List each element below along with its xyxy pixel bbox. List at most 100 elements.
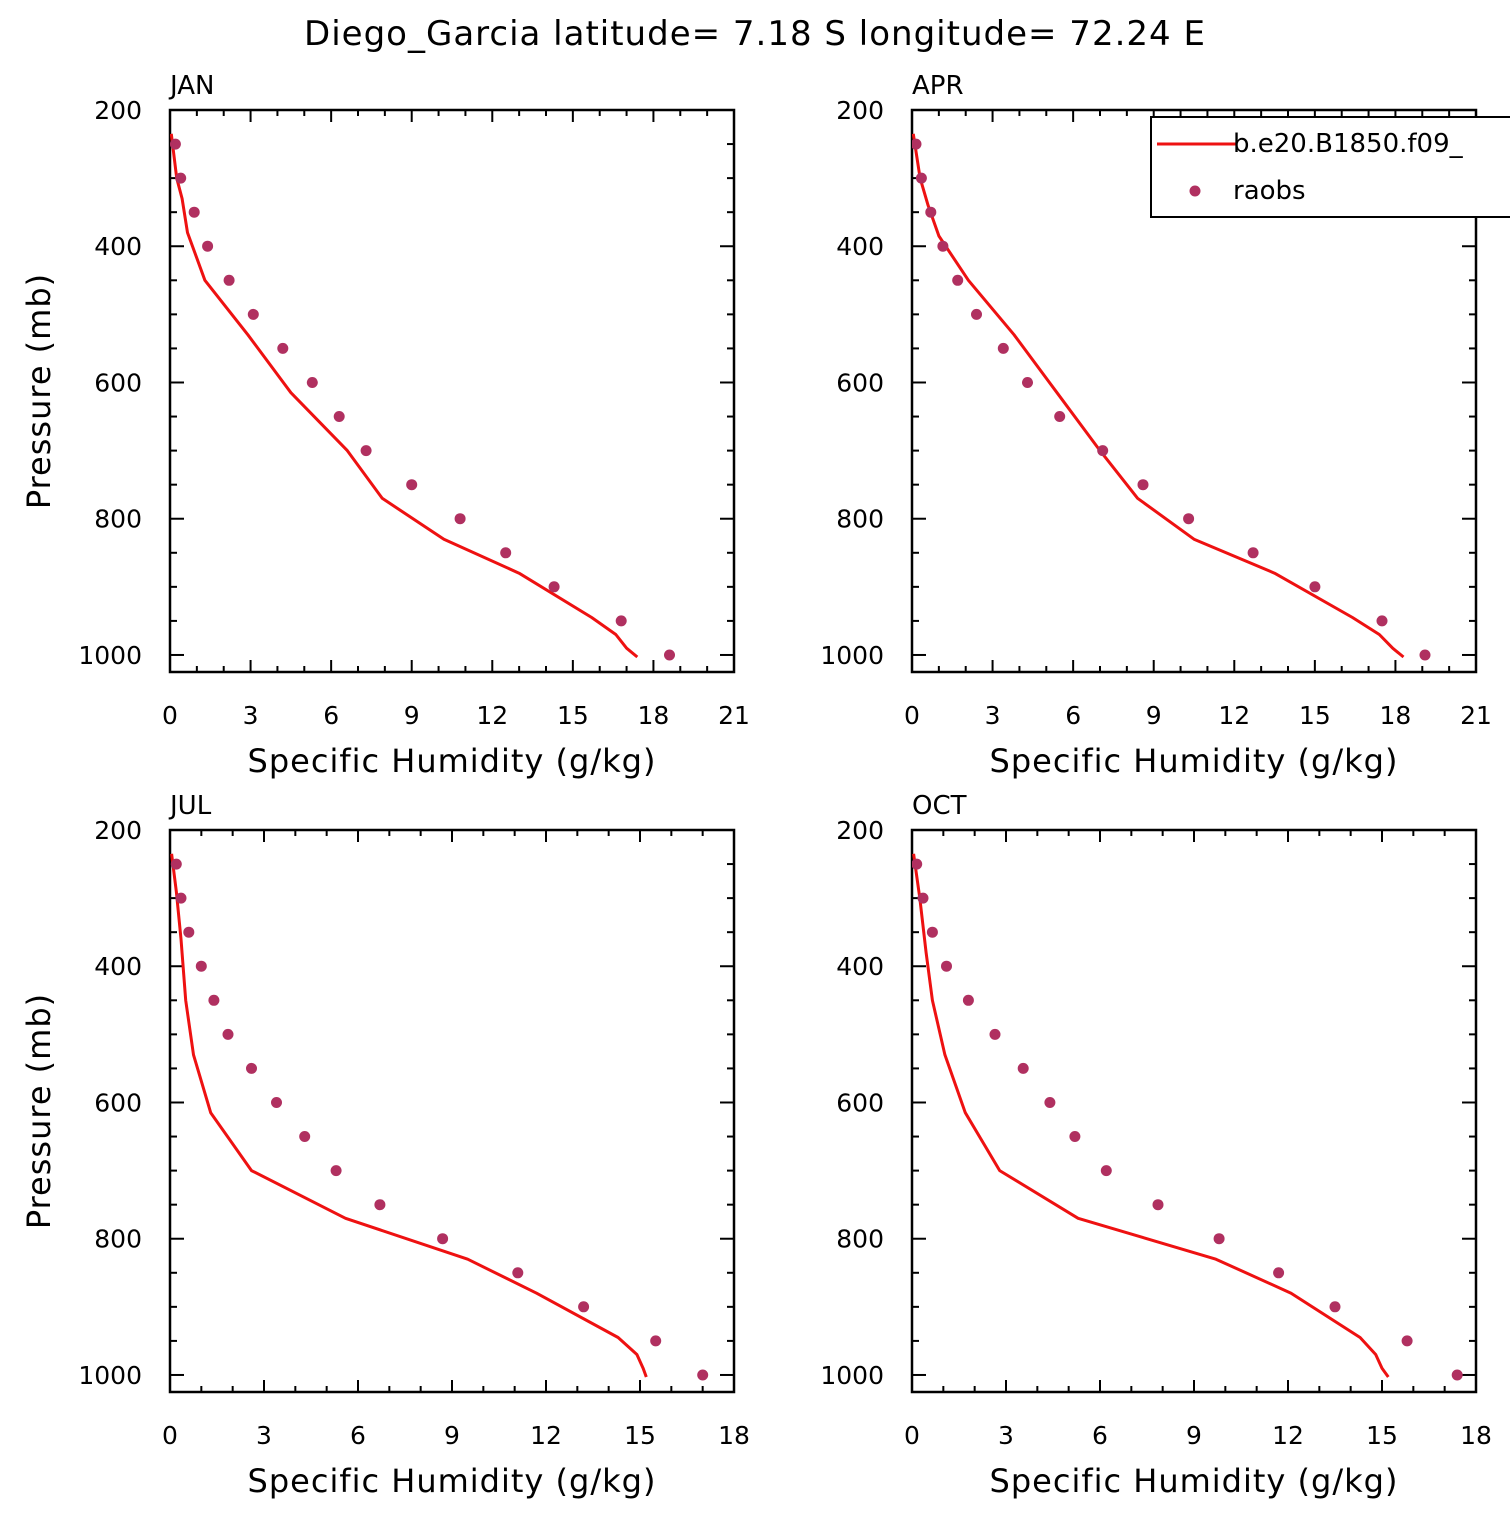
data-point-raobs bbox=[1097, 445, 1109, 457]
y-tick-label: 200 bbox=[94, 96, 142, 125]
x-tick-label: 6 bbox=[1092, 1421, 1108, 1450]
x-tick-label: 18 bbox=[1460, 1421, 1492, 1450]
data-point-raobs bbox=[222, 1028, 234, 1040]
legend-label-model: b.e20.B1850.f09_ bbox=[1233, 129, 1464, 159]
x-tick-label: 3 bbox=[256, 1421, 272, 1450]
data-point-raobs bbox=[299, 1131, 311, 1142]
data-point-raobs bbox=[962, 994, 974, 1006]
y-tick-label: 800 bbox=[836, 505, 884, 534]
data-point-raobs bbox=[1044, 1097, 1056, 1108]
data-point-raobs bbox=[183, 926, 195, 938]
y-tick-label: 200 bbox=[836, 96, 884, 125]
y-tick-label: 400 bbox=[836, 232, 884, 261]
y-tick-label: 1000 bbox=[820, 1361, 884, 1390]
x-tick-label: 21 bbox=[718, 701, 750, 730]
data-point-raobs bbox=[247, 308, 259, 320]
y-tick-label: 600 bbox=[94, 368, 142, 397]
x-tick-label: 12 bbox=[1218, 701, 1250, 730]
x-tick-label: 15 bbox=[557, 701, 589, 730]
legend-box bbox=[1150, 116, 1510, 218]
x-tick-label: 6 bbox=[1065, 701, 1081, 730]
data-point-raobs bbox=[615, 615, 627, 627]
data-point-raobs bbox=[1213, 1233, 1225, 1245]
y-tick-label: 800 bbox=[94, 505, 142, 534]
data-point-raobs bbox=[997, 342, 1009, 354]
data-point-raobs bbox=[1329, 1301, 1341, 1313]
y-tick-label: 600 bbox=[836, 368, 884, 397]
data-point-raobs bbox=[664, 649, 675, 661]
panel-label-jan: JAN bbox=[168, 71, 214, 101]
panel-oct: OCT 0 3 6 9 12 15 18 200 400 600 800 1000 Specific Hu… bbox=[820, 791, 1492, 1500]
data-point-raobs bbox=[1017, 1062, 1029, 1074]
data-point-raobs bbox=[330, 1165, 342, 1177]
y-tick-label: 1000 bbox=[820, 641, 884, 670]
data-point-raobs bbox=[917, 892, 929, 904]
data-point-raobs bbox=[437, 1233, 449, 1245]
x-tick-label: 0 bbox=[162, 701, 178, 730]
data-point-raobs bbox=[1152, 1199, 1164, 1211]
data-point-raobs bbox=[578, 1301, 590, 1313]
series-line-model bbox=[170, 133, 639, 659]
x-tick-label: 18 bbox=[638, 701, 670, 730]
data-point-raobs bbox=[650, 1335, 662, 1347]
plot-frame-apr bbox=[910, 108, 1478, 674]
data-point-raobs bbox=[1069, 1131, 1081, 1142]
data-point-raobs bbox=[271, 1097, 282, 1108]
data-point-raobs bbox=[1100, 1165, 1112, 1177]
panel-label-apr: APR bbox=[912, 71, 964, 101]
data-point-raobs bbox=[941, 960, 952, 972]
data-point-raobs bbox=[454, 513, 466, 525]
x-tick-label: 12 bbox=[1272, 1421, 1304, 1450]
panel-label-jul: JUL bbox=[168, 791, 212, 821]
data-point-raobs bbox=[500, 547, 512, 559]
data-point-raobs bbox=[697, 1369, 709, 1381]
data-point-raobs bbox=[195, 960, 207, 972]
plot-frame-jan bbox=[168, 108, 736, 674]
panel-apr: APR 0 3 6 9 12 15 18 21 200 400 600 800 1000 Specific … bbox=[820, 71, 1492, 780]
data-point-raobs bbox=[170, 858, 182, 870]
panels: JAN 0 3 6 9 12 15 18 21 200 400 600 800 1000 Specific … bbox=[20, 71, 1492, 1500]
y-tick-label: 200 bbox=[94, 816, 142, 845]
x-tick-label: 9 bbox=[1146, 701, 1162, 730]
x-tick-label: 15 bbox=[1366, 1421, 1398, 1450]
y-tick-label: 1000 bbox=[78, 641, 142, 670]
series-line-model bbox=[170, 853, 648, 1378]
data-point-raobs bbox=[246, 1062, 257, 1074]
x-tick-label: 9 bbox=[404, 701, 420, 730]
data-point-raobs bbox=[1419, 649, 1431, 661]
chart-title: Diego_Garcia latitude= 7.18 S longitude=… bbox=[304, 14, 1206, 54]
legend-raobs-dot bbox=[1189, 185, 1201, 197]
data-point-raobs bbox=[548, 581, 560, 593]
data-point-raobs bbox=[1054, 411, 1066, 422]
x-tick-label: 21 bbox=[1460, 701, 1492, 730]
data-point-raobs bbox=[406, 479, 418, 491]
data-point-raobs bbox=[1309, 581, 1321, 593]
x-axis-label: Specific Humidity (g/kg) bbox=[990, 1462, 1399, 1500]
x-tick-label: 12 bbox=[476, 701, 508, 730]
x-tick-label: 0 bbox=[904, 701, 920, 730]
plot-area-jan bbox=[170, 133, 675, 661]
legend-label-raobs: raobs bbox=[1233, 176, 1306, 206]
x-tick-label: 12 bbox=[530, 1421, 562, 1450]
x-axis-label: Specific Humidity (g/kg) bbox=[990, 742, 1399, 780]
data-point-raobs bbox=[170, 138, 181, 150]
plot-frame-oct bbox=[910, 828, 1478, 1394]
y-tick-label: 400 bbox=[836, 952, 884, 981]
data-point-raobs bbox=[1273, 1267, 1285, 1279]
y-tick-label: 600 bbox=[836, 1088, 884, 1117]
data-point-raobs bbox=[512, 1267, 524, 1279]
data-point-raobs bbox=[1137, 479, 1149, 491]
x-tick-label: 6 bbox=[350, 1421, 366, 1450]
y-tick-label: 1000 bbox=[78, 1361, 142, 1390]
x-tick-label: 3 bbox=[998, 1421, 1014, 1450]
data-point-raobs bbox=[1022, 377, 1033, 388]
data-point-raobs bbox=[952, 274, 964, 286]
plot-area-apr bbox=[912, 133, 1431, 661]
y-tick-label: 200 bbox=[836, 816, 884, 845]
data-point-raobs bbox=[925, 206, 937, 218]
data-point-raobs bbox=[1183, 513, 1195, 525]
data-point-raobs bbox=[912, 138, 922, 150]
x-tick-label: 18 bbox=[718, 1421, 750, 1450]
